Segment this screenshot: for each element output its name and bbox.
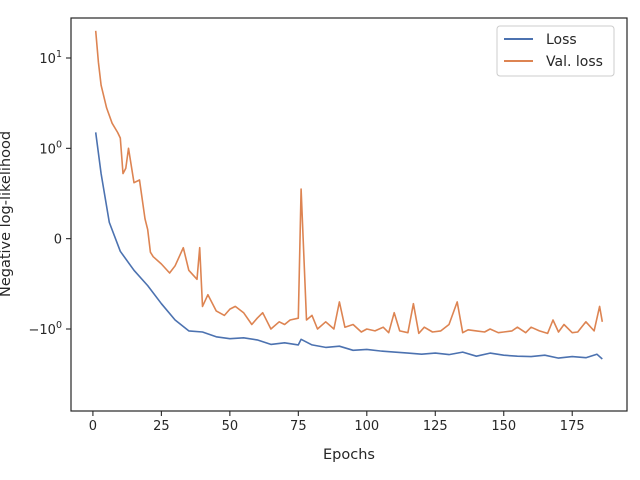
y-tick-label: 101 xyxy=(39,49,62,67)
y-tick-label: 0 xyxy=(54,233,62,248)
y-tick-label: −100 xyxy=(29,320,62,338)
legend-val-loss-label: Val. loss xyxy=(546,54,603,70)
y-tick-label: 100 xyxy=(39,139,62,157)
x-tick-label: 0 xyxy=(89,419,97,434)
x-tick-label: 150 xyxy=(491,419,516,434)
x-tick-label: 25 xyxy=(153,419,170,434)
series-layer xyxy=(94,30,604,360)
x-tick-label: 50 xyxy=(222,419,239,434)
x-tick-label: 125 xyxy=(423,419,448,434)
legend: Loss Val. loss xyxy=(496,25,615,77)
x-tick-label: 75 xyxy=(290,419,307,434)
y-axis-ticks: 101 100 0 −100 xyxy=(29,49,71,338)
y-axis-label: Negative log-likelihood xyxy=(0,131,14,297)
x-tick-label: 175 xyxy=(560,419,585,434)
axes-frame xyxy=(70,17,628,412)
x-axis-ticks: 0 25 50 75 100 125 150 175 xyxy=(89,411,585,434)
x-axis-label: Epochs xyxy=(323,447,375,463)
x-tick-label: 100 xyxy=(354,419,379,434)
val-loss-series-line xyxy=(94,30,604,335)
loss-series-line xyxy=(94,132,603,360)
legend-loss-label: Loss xyxy=(546,32,577,48)
